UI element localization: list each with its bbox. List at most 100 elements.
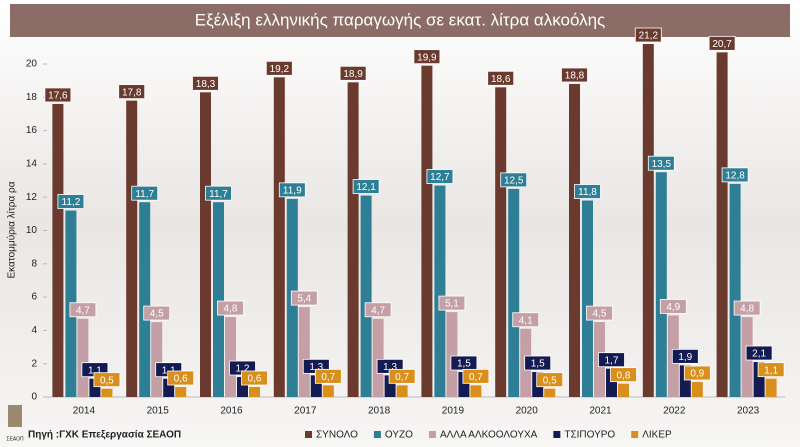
bar: [163, 378, 175, 397]
value-label: 4,1: [519, 315, 533, 326]
value-label: 1,1: [88, 365, 102, 376]
bar: [225, 317, 236, 397]
value-label: 1,2: [236, 364, 250, 375]
value-label-box: [757, 362, 785, 378]
y-tick-label: 20: [26, 59, 38, 70]
value-label-box: [708, 35, 736, 51]
y-tick-label: 18: [26, 92, 38, 103]
legend-label: ΤΣΙΠΟΥΡΟ: [564, 430, 615, 441]
x-tick-label: 2023: [737, 406, 760, 417]
x-tick-label: 2018: [368, 406, 391, 417]
value-label: 12,5: [504, 176, 524, 187]
value-label: 5,1: [445, 299, 459, 310]
value-label-box: [634, 27, 662, 43]
bar: [691, 382, 703, 397]
value-label-box: [733, 300, 761, 316]
value-label: 2,1: [752, 349, 766, 360]
value-label-box: [671, 348, 699, 364]
value-label: 1,9: [678, 352, 692, 363]
value-label: 11,7: [135, 189, 154, 200]
bar: [89, 378, 101, 397]
value-label: 0,7: [321, 372, 335, 383]
value-label: 0,9: [690, 369, 704, 380]
value-label-box: [487, 70, 515, 86]
bar: [495, 87, 507, 397]
value-label: 1,5: [531, 359, 545, 370]
x-tick-label: 2014: [73, 406, 96, 417]
value-label-box: [364, 302, 392, 318]
x-tick-label: 2021: [589, 406, 612, 417]
value-label: 17,6: [48, 91, 68, 102]
bar: [126, 100, 138, 397]
value-label-box: [143, 305, 171, 321]
value-label-box: [44, 87, 72, 103]
value-label: 0,6: [174, 374, 188, 385]
bar: [765, 378, 777, 397]
bar: [508, 188, 520, 397]
legend-swatch: [553, 431, 561, 438]
y-tick-label: 10: [26, 225, 38, 236]
value-label-box: [683, 365, 711, 381]
legend-swatch: [305, 431, 312, 438]
legend-swatch: [428, 431, 436, 438]
value-label-box: [352, 179, 380, 194]
value-label: 4,5: [150, 309, 164, 320]
value-label: 0,5: [100, 375, 114, 386]
y-tick-label: 6: [31, 292, 37, 303]
legend-swatch: [373, 431, 381, 438]
bar: [655, 172, 667, 397]
value-label: 5,4: [297, 294, 311, 305]
value-label-box: [314, 368, 342, 384]
bar: [372, 318, 384, 397]
value-label: 4,8: [224, 304, 238, 315]
bar: [544, 388, 556, 397]
value-label-box: [118, 84, 146, 100]
bar: [679, 365, 691, 397]
value-label-box: [413, 49, 441, 65]
value-label: 4,5: [593, 309, 607, 320]
legend-label: ΑΛΛΑ ΑΛΚΟΟΛΟΥΧΑ: [440, 430, 538, 441]
value-label: 18,6: [491, 74, 511, 85]
bar: [642, 44, 654, 398]
value-label-box: [131, 185, 159, 201]
value-label: 0,7: [469, 372, 483, 383]
bar: [458, 372, 470, 397]
value-label-box: [586, 305, 613, 321]
value-label: 11,8: [578, 187, 597, 198]
value-label: 12,1: [356, 182, 376, 193]
value-label-box: [278, 182, 306, 198]
y-tick-label: 8: [31, 258, 37, 269]
legend-swatch: [631, 431, 639, 438]
value-label: 18,8: [565, 71, 585, 82]
value-label-box: [241, 370, 268, 386]
bar: [151, 322, 163, 397]
x-tick-label: 2019: [442, 406, 465, 417]
bar: [213, 202, 224, 397]
value-label-box: [536, 372, 564, 388]
value-label-box: [574, 184, 601, 199]
legend-label: ΣΥΝΟΛΟ: [316, 430, 358, 441]
bar: [729, 183, 741, 397]
value-label-box: [93, 372, 121, 388]
bar: [434, 185, 446, 397]
chart-title: Εξέλιξη ελληνικής παραγωγής σε εκατ. λίτ…: [195, 10, 605, 29]
x-tick-label: 2016: [220, 406, 243, 417]
x-tick-label: 2022: [663, 406, 686, 417]
y-axis-label: Εκατομμύρια λίτρα ρα: [6, 181, 18, 278]
value-label-box: [721, 167, 749, 183]
value-label: 1,3: [383, 362, 397, 373]
logo-text: ΣΕΑΟΠ: [6, 436, 24, 442]
bar: [606, 368, 617, 397]
value-label-box: [438, 295, 466, 311]
y-tick-label: 2: [31, 358, 37, 369]
value-label-box: [339, 65, 367, 81]
y-tick-label: 14: [26, 159, 38, 170]
logo: [8, 405, 22, 427]
value-label: 21,2: [639, 31, 659, 42]
value-label: 17,8: [122, 87, 142, 98]
value-label-box: [426, 169, 454, 184]
value-label-box: [217, 300, 244, 316]
x-tick-label: 2017: [294, 406, 317, 417]
bar: [175, 387, 187, 397]
value-label: 4,7: [76, 305, 90, 316]
